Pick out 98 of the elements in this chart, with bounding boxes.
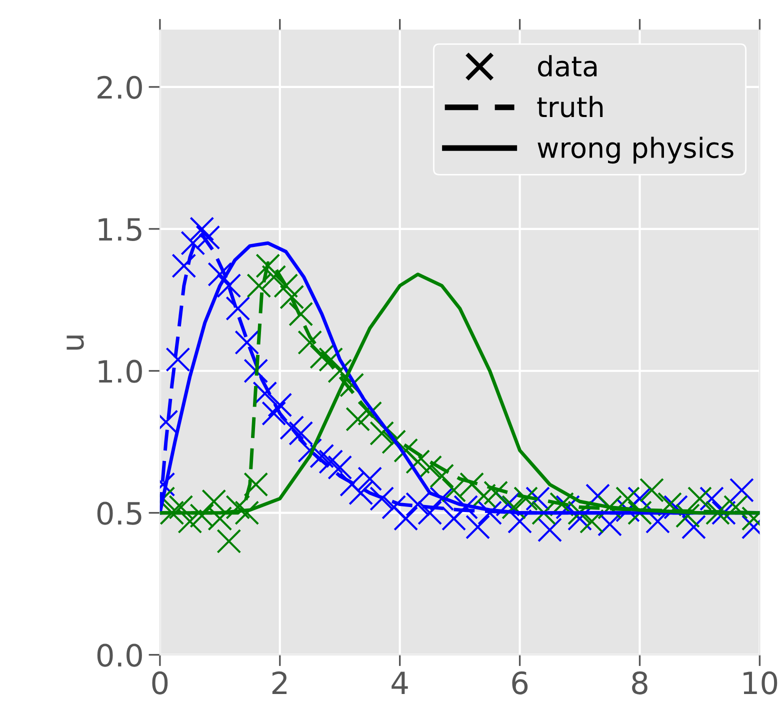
point — [166, 347, 190, 372]
point — [526, 486, 550, 511]
point — [208, 262, 232, 287]
y-tick-label: 1.0 — [98, 360, 142, 383]
point — [288, 302, 314, 326]
point — [580, 509, 604, 534]
point — [196, 225, 220, 250]
point — [538, 518, 562, 542]
point — [358, 466, 382, 492]
point — [172, 254, 196, 278]
point — [226, 296, 250, 321]
point — [514, 486, 538, 511]
point — [478, 500, 502, 526]
point — [675, 503, 700, 528]
point — [639, 478, 664, 502]
x-tick-label: 2 — [272, 671, 287, 694]
point — [430, 464, 454, 488]
y-tick-label: 1.5 — [98, 218, 142, 241]
point — [556, 494, 580, 520]
y-tick-label: 0.0 — [97, 644, 142, 667]
legend-label: wrong physics — [538, 136, 734, 164]
point — [418, 500, 442, 526]
point — [663, 494, 688, 520]
point — [340, 472, 364, 497]
point — [484, 480, 508, 506]
point — [430, 486, 454, 511]
point — [346, 406, 370, 432]
point — [216, 529, 242, 554]
point — [160, 500, 184, 526]
point — [370, 421, 394, 446]
point — [244, 358, 268, 384]
point — [234, 500, 260, 526]
point — [178, 509, 202, 534]
point — [723, 494, 748, 520]
point — [226, 494, 250, 520]
point — [616, 486, 640, 511]
point — [280, 415, 304, 440]
point — [502, 494, 526, 520]
point — [318, 449, 344, 474]
point — [328, 358, 352, 384]
point — [190, 216, 214, 242]
point — [310, 344, 334, 369]
x-tick-label: 10 — [744, 671, 778, 694]
point — [256, 254, 280, 278]
point — [418, 455, 442, 480]
point — [340, 372, 364, 398]
point — [496, 492, 520, 517]
y-axis-title: u — [66, 336, 84, 350]
point — [472, 484, 496, 508]
point — [288, 421, 314, 446]
point — [190, 503, 214, 528]
point — [687, 486, 712, 511]
point — [406, 449, 430, 474]
point — [246, 273, 272, 298]
point — [568, 500, 592, 526]
point — [729, 478, 754, 502]
point — [681, 514, 706, 540]
point — [234, 330, 260, 355]
point — [466, 514, 490, 540]
point — [244, 472, 268, 497]
point — [310, 444, 334, 468]
point — [268, 392, 292, 418]
point — [442, 506, 466, 531]
point — [262, 401, 286, 426]
x-tick-label: 0 — [152, 671, 168, 694]
y-tick-label: 2.0 — [98, 76, 142, 99]
point — [208, 506, 232, 531]
point — [616, 498, 640, 522]
x-tick-label: 4 — [392, 672, 408, 694]
point — [318, 347, 344, 372]
point — [298, 330, 322, 355]
point — [370, 486, 394, 511]
legend-label: data — [538, 55, 597, 77]
point — [705, 500, 730, 526]
x-tick-label: 8 — [632, 671, 648, 694]
point — [252, 381, 278, 406]
point — [180, 230, 206, 256]
point — [394, 438, 418, 463]
point — [568, 506, 592, 531]
point — [699, 486, 724, 511]
point — [394, 506, 418, 531]
point — [168, 494, 194, 520]
point — [442, 478, 466, 502]
x-tick-label: 6 — [512, 671, 528, 694]
point — [262, 264, 286, 290]
y-tick-label: 0.5 — [97, 502, 142, 525]
point — [280, 284, 304, 310]
point — [711, 500, 736, 526]
point — [460, 472, 484, 497]
legend-label: truth — [537, 96, 603, 118]
point — [508, 509, 532, 534]
point — [216, 273, 242, 298]
point — [532, 500, 556, 526]
point — [348, 480, 374, 506]
point — [550, 492, 574, 517]
point — [657, 492, 682, 517]
point — [328, 455, 352, 480]
point — [454, 494, 478, 520]
